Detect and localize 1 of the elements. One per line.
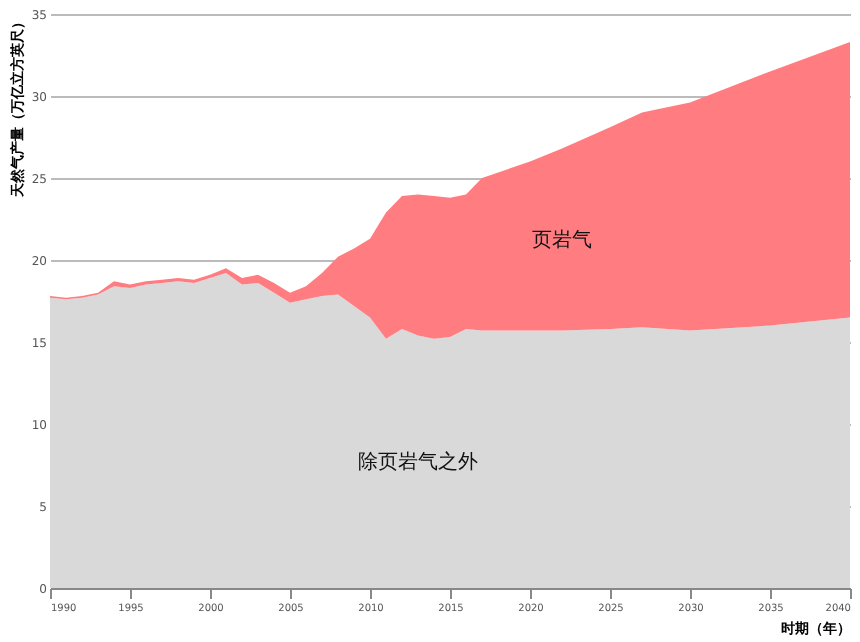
series-label: 页岩气: [532, 227, 592, 252]
